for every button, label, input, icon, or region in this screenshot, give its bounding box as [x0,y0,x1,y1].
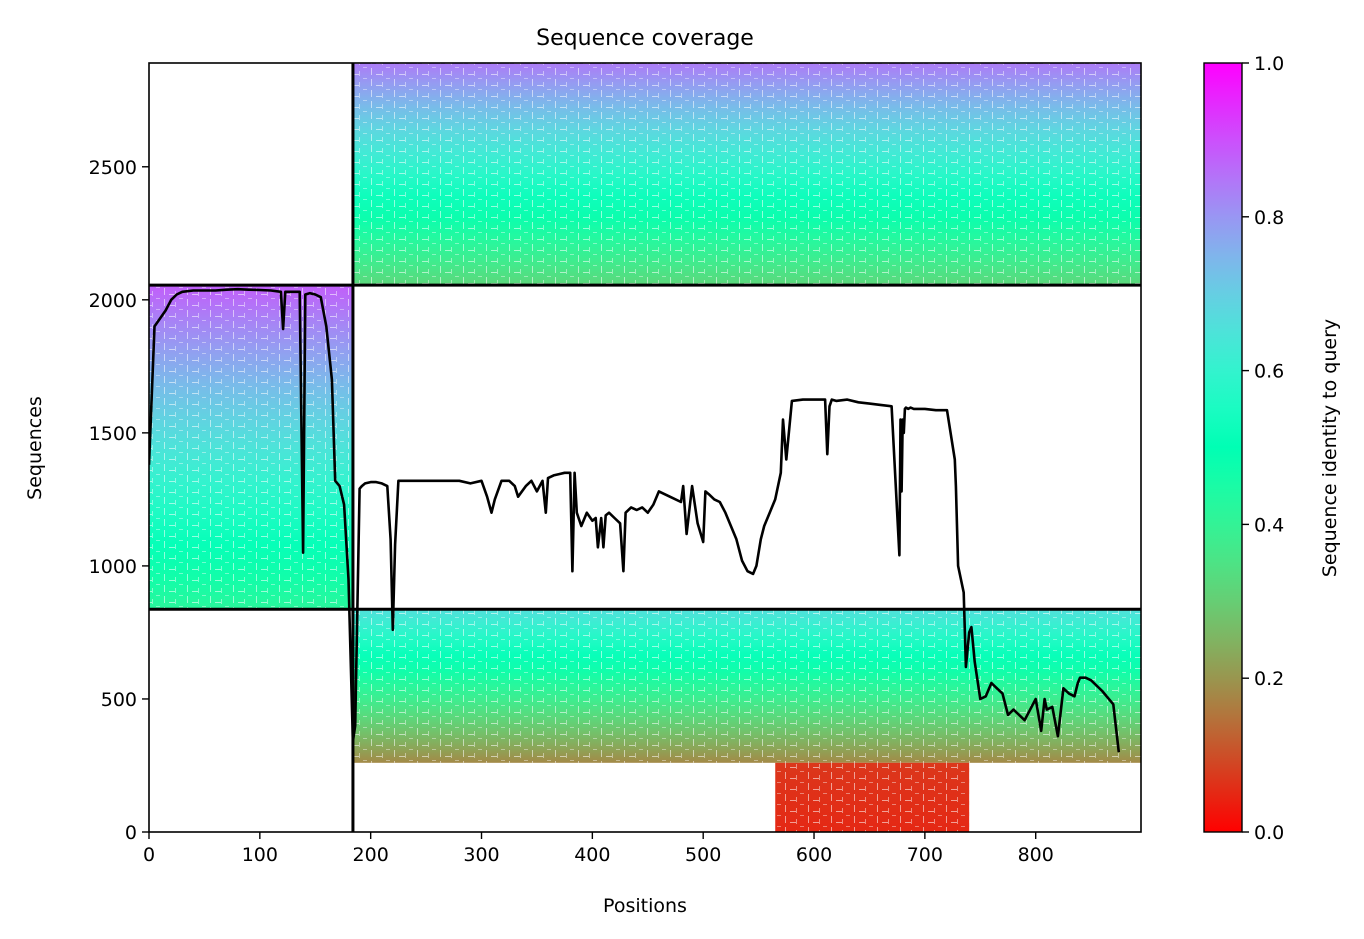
heatmap-gap-texture-block [775,762,970,832]
plot-area: 0 100 200 300 400 500 600 700 800 0 500 1000 1500 20… [89,62,1142,866]
y-tick-label: 0 [125,822,137,844]
y-tick-label: 500 [101,689,137,711]
x-tick-label: 0 [143,844,155,866]
y-axis-ticks: 0 500 1000 1500 2000 2500 [89,157,149,844]
colorbar-label: Sequence identity to query [1319,319,1341,577]
heatmap-gap-texture-block [352,63,1141,286]
y-tick-label: 2500 [89,157,137,179]
y-tick-label: 1000 [89,556,137,578]
colorbar-tick-label: 0.2 [1254,668,1284,690]
x-tick-label: 400 [574,844,610,866]
y-axis-label: Sequences [24,396,46,500]
colorbar-ticks: 0.0 0.2 0.4 0.6 0.8 1.0 [1242,53,1284,844]
x-tick-label: 200 [353,844,389,866]
colorbar: 0.0 0.2 0.4 0.6 0.8 1.0 Sequence identity to … [1203,53,1341,844]
x-axis-ticks: 0 100 200 300 400 500 600 700 800 [143,832,1054,866]
x-tick-label: 700 [907,844,943,866]
y-tick-label: 1500 [89,423,137,445]
coverage-line [149,287,1121,753]
colorbar-tick-label: 0.8 [1254,207,1284,229]
x-tick-label: 100 [242,844,278,866]
colorbar-tick-label: 1.0 [1254,53,1284,75]
heatmap-gap-texture [149,63,1141,832]
y-tick-label: 2000 [89,290,137,312]
x-tick-label: 500 [685,844,721,866]
x-tick-label: 300 [463,844,499,866]
chart-title: Sequence coverage [536,26,754,51]
x-axis-label: Positions [603,895,687,917]
plot-frame [148,62,1142,833]
colorbar-tick-label: 0.6 [1254,361,1284,383]
colorbar-gradient [1203,62,1243,833]
colorbar-tick-label: 0.0 [1254,822,1284,844]
heatmap-gap-texture-block [352,609,1141,763]
x-tick-label: 600 [796,844,832,866]
heatmap-gap-texture-block [149,285,353,610]
x-tick-label: 800 [1018,844,1054,866]
colorbar-tick-label: 0.4 [1254,514,1284,536]
